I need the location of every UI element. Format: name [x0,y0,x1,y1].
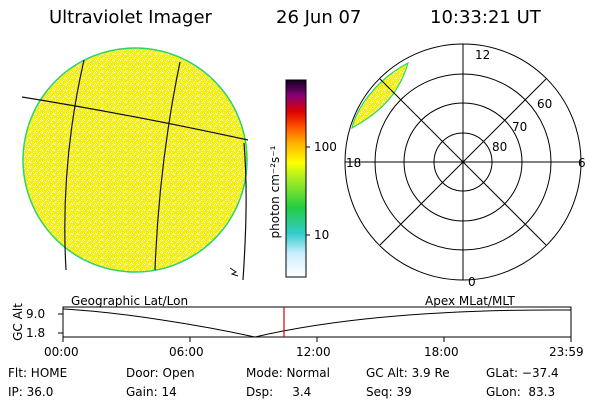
altitude-ytick-label: 9.0 [26,307,46,321]
mlt-label-6: 6 [578,156,586,170]
glon-status: GLon: 83.3 [486,385,556,399]
geographic-parallel [21,96,249,141]
polar-plot [344,43,582,281]
colorbar-tick-label: 10 [314,228,330,242]
door-status: Door: Open [126,366,195,380]
x-tick-label: 23:59 [549,345,584,359]
filter-status: Flt: HOME [8,366,68,380]
polar-auroral-patch [351,61,409,130]
altitude-curve [62,308,572,338]
mlt-label-0: 0 [468,275,476,289]
glat-status: GLat: −37.4 [486,366,559,380]
x-tick-label: 00:00 [44,345,79,359]
instrument-title: Ultraviolet Imager [49,7,212,28]
x-tick-label: 12:00 [296,345,331,359]
date-label: 26 Jun 07 [276,7,362,28]
apex-title: Apex MLat/MLT [425,294,515,308]
ip-status: IP: 36.0 [8,385,54,399]
mlt-label-18: 18 [346,156,362,170]
x-tick-label: 06:00 [169,345,204,359]
geographic-meridian [242,142,247,281]
colorbar-tick-label: 100 [314,140,337,154]
dsp-status: Dsp: 3.4 [246,385,312,399]
lat-label-80: 80 [492,140,508,154]
seq-status: Seq: 39 [366,385,412,399]
x-tick-label: 18:00 [424,345,459,359]
geographic-title: Geographic Lat/Lon [71,294,189,308]
altitude-ytick-label: 1.8 [26,326,46,340]
color-bar [285,79,307,278]
gc-alt-status: GC Alt: 3.9 Re [366,366,450,380]
uv-disk-image [21,47,249,281]
colorbar-unit-label: photon cm⁻²s⁻¹ [268,145,282,239]
geographic-meridian [64,59,85,271]
coastline-mark [229,267,239,277]
time-label: 10:33:21 UT [430,7,541,28]
mlt-label-12: 12 [475,48,491,62]
altitude-ylabel: GC Alt [11,303,25,341]
altitude-panel [58,306,572,342]
lat-label-70: 70 [512,120,528,134]
mode-status: Mode: Normal [246,366,330,380]
geographic-meridian [154,61,181,271]
gain-status: Gain: 14 [126,385,177,399]
lat-label-60: 60 [537,97,553,111]
